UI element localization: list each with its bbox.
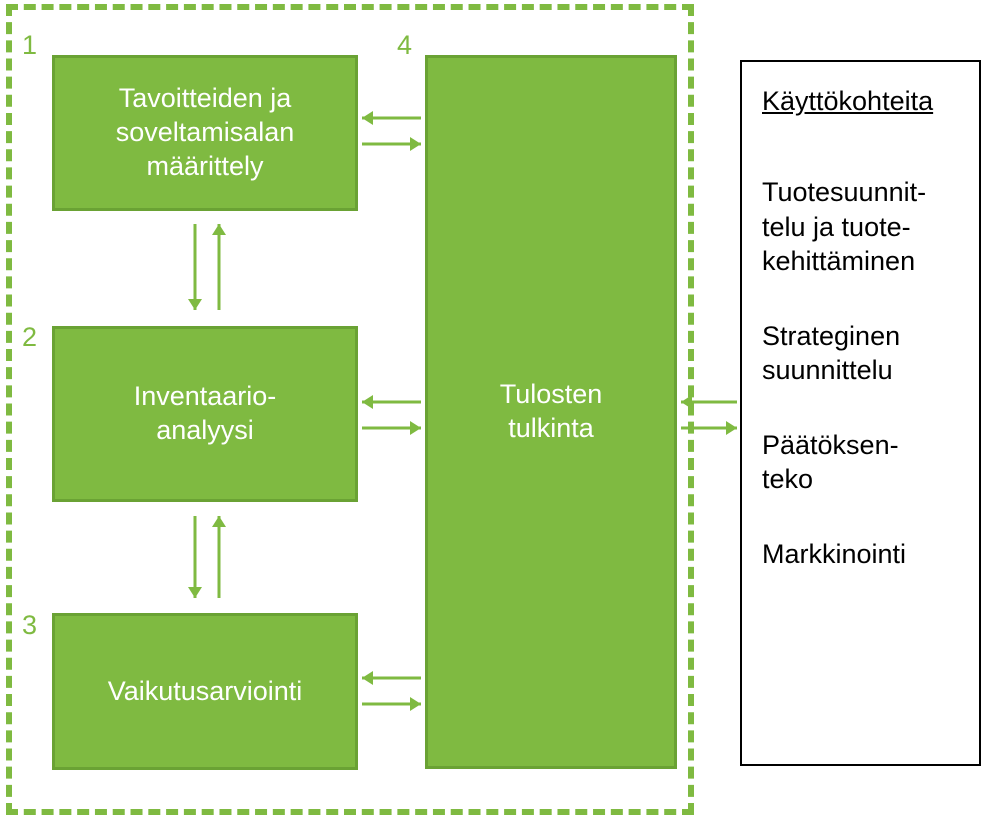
sidebar-item: Päätöksen-teko xyxy=(762,428,959,497)
sidebar-item: Tuotesuunnit-telu ja tuote-kehittäminen xyxy=(762,175,959,279)
sidebar-applications: Käyttökohteita Tuotesuunnit-telu ja tuot… xyxy=(740,60,981,766)
sidebar-title: Käyttökohteita xyxy=(762,86,959,117)
sidebar-item: Strateginensuunnittelu xyxy=(762,319,959,388)
sidebar-item: Markkinointi xyxy=(762,537,959,572)
